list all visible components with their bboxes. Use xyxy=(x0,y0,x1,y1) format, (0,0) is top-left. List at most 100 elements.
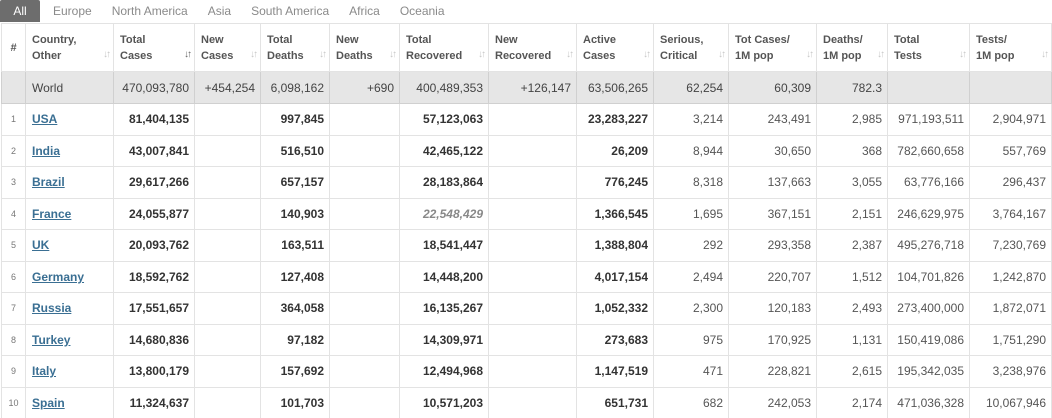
cell-total-recovered: 16,135,267 xyxy=(399,292,489,325)
sort-arrows-icon[interactable]: ↓↑ xyxy=(959,49,967,60)
header-total-recovered[interactable]: Total Recovered ↓↑ xyxy=(399,23,489,72)
cell-serious: 471 xyxy=(653,355,729,388)
cell-active-cases: 26,209 xyxy=(576,134,654,167)
cell-tests-1m: 3,764,167 xyxy=(969,197,1052,230)
tab-all[interactable]: All xyxy=(0,0,40,22)
cell-total-cases: 20,093,762 xyxy=(113,229,195,262)
header-new-recovered[interactable]: New Recovered ↓↑ xyxy=(488,23,577,72)
tab-africa[interactable]: Africa xyxy=(349,4,380,18)
header-tests-1m[interactable]: Tests/1M pop ↓↑ xyxy=(969,23,1052,72)
cell-total-tests: 471,036,328 xyxy=(887,386,970,418)
sort-arrows-icon[interactable]: ↓↑ xyxy=(103,49,111,60)
cell-tests-1m: 2,904,971 xyxy=(969,103,1052,136)
cell-tot-cases-1m: 137,663 xyxy=(728,166,817,199)
sort-arrows-icon[interactable]: ↓↑ xyxy=(877,49,885,60)
cell-deaths-1m: 2,151 xyxy=(816,197,888,230)
covid-stats-table: # Country, Other ↓↑ Total Cases ↓↑ New Cases ↓↑ To… xyxy=(1,23,1052,418)
country-link[interactable]: Brazil xyxy=(32,175,65,190)
cell-new-deaths xyxy=(329,260,400,293)
country-cell: Turkey xyxy=(25,323,114,356)
sort-arrows-icon[interactable]: ↓↑ xyxy=(319,49,327,60)
sort-arrows-icon[interactable]: ↓↑ xyxy=(478,49,486,60)
cell-active-cases: 1,052,332 xyxy=(576,292,654,325)
header-new-cases[interactable]: New Cases ↓↑ xyxy=(194,23,261,72)
header-total-cases[interactable]: Total Cases ↓↑ xyxy=(113,23,195,72)
cell-total-recovered: 18,541,447 xyxy=(399,229,489,262)
cell-tot-cases-1m: 220,707 xyxy=(728,260,817,293)
header-label-line1: New xyxy=(495,33,518,46)
cell-total-tests: 150,419,086 xyxy=(887,323,970,356)
header-total-tests[interactable]: Total Tests ↓↑ xyxy=(887,23,970,72)
header-deaths-1m[interactable]: Deaths/1M pop ↓↑ xyxy=(816,23,888,72)
sort-arrows-icon[interactable]: ↓↑ xyxy=(566,49,574,60)
header-tot-cases-1m[interactable]: Tot Cases/1M pop ↓↑ xyxy=(728,23,817,72)
sort-arrows-icon[interactable]: ↓↑ xyxy=(806,49,814,60)
cell-new-cases: +454,254 xyxy=(194,71,261,104)
tab-asia[interactable]: Asia xyxy=(207,4,232,18)
row-number: 4 xyxy=(1,197,26,230)
sort-arrows-icon[interactable]: ↓↑ xyxy=(643,49,651,60)
cell-active-cases: 273,683 xyxy=(576,323,654,356)
cell-tests-1m: 1,242,870 xyxy=(969,260,1052,293)
country-link[interactable]: France xyxy=(32,206,72,221)
header-country[interactable]: Country, Other ↓↑ xyxy=(25,23,114,72)
cell-total-deaths: 101,703 xyxy=(260,386,330,418)
cell-new-cases xyxy=(194,134,261,167)
tab-south-america[interactable]: South America xyxy=(251,4,330,18)
country-link[interactable]: USA xyxy=(32,112,58,127)
cell-total-tests: 273,400,000 xyxy=(887,292,970,325)
sort-arrows-icon[interactable]: ↓↑ xyxy=(1041,49,1049,60)
cell-new-cases xyxy=(194,229,261,262)
tab-oceania[interactable]: Oceania xyxy=(399,4,445,18)
header-total-deaths[interactable]: Total Deaths ↓↑ xyxy=(260,23,330,72)
country-link[interactable]: Turkey xyxy=(32,332,71,347)
header-num[interactable]: # xyxy=(1,23,26,72)
country-link[interactable]: Russia xyxy=(32,301,72,316)
header-label-line1: Serious, xyxy=(660,33,704,46)
cell-total-deaths: 97,182 xyxy=(260,323,330,356)
cell-tests-1m: 1,872,071 xyxy=(969,292,1052,325)
cell-total-deaths: 516,510 xyxy=(260,134,330,167)
header-serious[interactable]: Serious, Critical ↓↑ xyxy=(653,23,729,72)
country-link[interactable]: India xyxy=(32,143,61,158)
header-active-cases[interactable]: Active Cases ↓↑ xyxy=(576,23,654,72)
country-link[interactable]: Spain xyxy=(32,395,65,410)
country-link[interactable]: Italy xyxy=(32,364,57,379)
header-new-deaths[interactable]: New Deaths ↓↑ xyxy=(329,23,400,72)
cell-new-recovered xyxy=(488,260,577,293)
header-label-line1: Tot Cases/ xyxy=(735,33,790,46)
tab-north-america[interactable]: North America xyxy=(111,4,188,18)
country-link[interactable]: Germany xyxy=(32,269,85,284)
table-row: 3 Brazil 29,617,266 657,157 28,183,864 776,24… xyxy=(1,166,1052,199)
table-row: 7 Russia 17,551,657 364,058 16,135,267 1,052,… xyxy=(1,292,1052,325)
country-link[interactable]: UK xyxy=(32,238,50,253)
cell-total-recovered: 12,494,968 xyxy=(399,355,489,388)
cell-serious: 3,214 xyxy=(653,103,729,136)
sort-arrows-icon[interactable]: ↓↑ xyxy=(718,49,726,60)
sort-arrows-icon[interactable]: ↓↑ xyxy=(389,49,397,60)
cell-new-cases xyxy=(194,103,261,136)
cell-deaths-1m: 2,387 xyxy=(816,229,888,262)
cell-new-recovered xyxy=(488,386,577,418)
header-label-line1: Tests/ xyxy=(976,33,1007,46)
cell-total-cases: 17,551,657 xyxy=(113,292,195,325)
cell-deaths-1m: 1,131 xyxy=(816,323,888,356)
cell-deaths-1m: 2,493 xyxy=(816,292,888,325)
cell-active-cases: 23,283,227 xyxy=(576,103,654,136)
cell-total-cases: 18,592,762 xyxy=(113,260,195,293)
sort-arrows-icon[interactable]: ↓↑ xyxy=(250,49,258,60)
cell-tot-cases-1m: 60,309 xyxy=(728,71,817,104)
header-label-line2: 1M pop xyxy=(735,49,774,62)
sort-arrows-icon[interactable]: ↓↑ xyxy=(184,49,192,60)
table-row: 9 Italy 13,800,179 157,692 12,494,968 1,147,5… xyxy=(1,355,1052,388)
header-label-line2: Recovered xyxy=(495,49,552,62)
row-number: 5 xyxy=(1,229,26,262)
tab-europe[interactable]: Europe xyxy=(53,4,92,18)
row-number: 10 xyxy=(1,386,26,418)
header-label-line1: New xyxy=(201,33,224,46)
cell-total-cases: 24,055,877 xyxy=(113,197,195,230)
cell-active-cases: 651,731 xyxy=(576,386,654,418)
cell-total-recovered: 22,548,429 xyxy=(399,197,489,230)
cell-tests-1m: 3,238,976 xyxy=(969,355,1052,388)
cell-active-cases: 776,245 xyxy=(576,166,654,199)
